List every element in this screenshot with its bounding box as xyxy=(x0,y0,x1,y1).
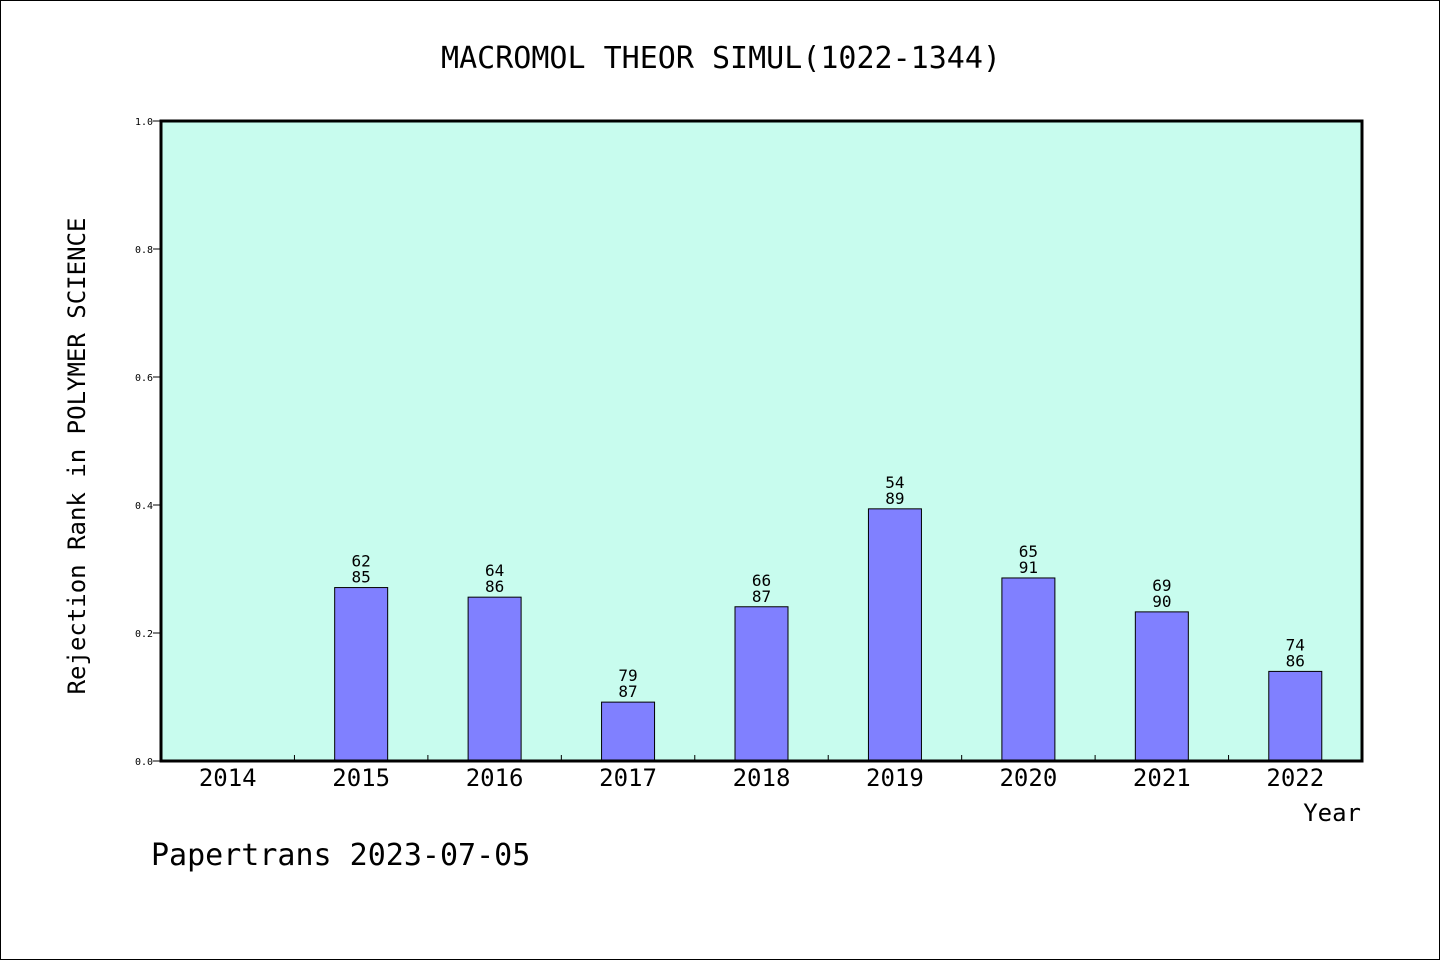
bar-series xyxy=(334,508,1323,762)
bar-label-top: 64 xyxy=(485,561,504,580)
plot-border xyxy=(159,119,1364,763)
x-tick-label: 2018 xyxy=(733,764,791,792)
bar-label-bottom: 87 xyxy=(752,587,771,606)
y-tick-label: 0.0 xyxy=(135,757,153,768)
footer-stamp: Papertrans 2023-07-05 xyxy=(151,838,530,873)
bar-label-top: 66 xyxy=(752,571,771,590)
y-tick-label: 0.4 xyxy=(135,501,153,512)
bar-label-bottom: 90 xyxy=(1152,592,1171,611)
bar-2017 xyxy=(601,701,656,762)
x-axis-ticks: 2014 2015 2016 2017 2018 2019 2020 2021 2022 xyxy=(199,755,1324,792)
x-tick-label: 2020 xyxy=(999,764,1057,792)
bar-label-top: 62 xyxy=(352,552,371,571)
bar-2022 xyxy=(1268,670,1323,762)
y-axis-ticks: 0.0 0.2 0.4 0.6 0.8 1.0 xyxy=(135,117,161,768)
y-axis-label: Rejection Rank in POLYMER SCIENCE xyxy=(63,218,91,695)
x-tick-label: 2016 xyxy=(466,764,524,792)
x-tick-label: 2022 xyxy=(1266,764,1324,792)
bar-label-bottom: 89 xyxy=(885,489,904,508)
x-axis-label: Year xyxy=(1303,799,1361,827)
bar-2019 xyxy=(867,508,922,762)
bar-label-top: 69 xyxy=(1152,576,1171,595)
x-tick-label: 2019 xyxy=(866,764,924,792)
bar-label-top: 54 xyxy=(885,473,904,492)
bar-label-bottom: 85 xyxy=(352,568,371,587)
bar-2018 xyxy=(734,606,789,762)
bar-2016 xyxy=(467,596,522,762)
bar-label-top: 65 xyxy=(1019,542,1038,561)
x-tick-label: 2015 xyxy=(332,764,390,792)
bar-2021 xyxy=(1134,611,1189,762)
bar-label-bottom: 91 xyxy=(1019,558,1038,577)
x-tick-label: 2014 xyxy=(199,764,257,792)
bar-label-bottom: 86 xyxy=(485,577,504,596)
bar-label-bottom: 87 xyxy=(618,682,637,701)
bar-label-bottom: 86 xyxy=(1286,651,1305,670)
bar-2020 xyxy=(1001,577,1056,762)
y-tick-label: 0.8 xyxy=(135,245,153,256)
y-tick-label: 1.0 xyxy=(135,117,153,128)
bar-2015 xyxy=(334,587,389,762)
y-tick-label: 0.2 xyxy=(135,629,153,640)
bar-label-top: 79 xyxy=(618,666,637,685)
y-tick-label: 0.6 xyxy=(135,373,153,384)
x-tick-label: 2017 xyxy=(599,764,657,792)
x-tick-label: 2021 xyxy=(1133,764,1191,792)
chart-title: MACROMOL THEOR SIMUL(1022-1344) xyxy=(441,41,1001,76)
bar-label-top: 74 xyxy=(1286,635,1305,654)
